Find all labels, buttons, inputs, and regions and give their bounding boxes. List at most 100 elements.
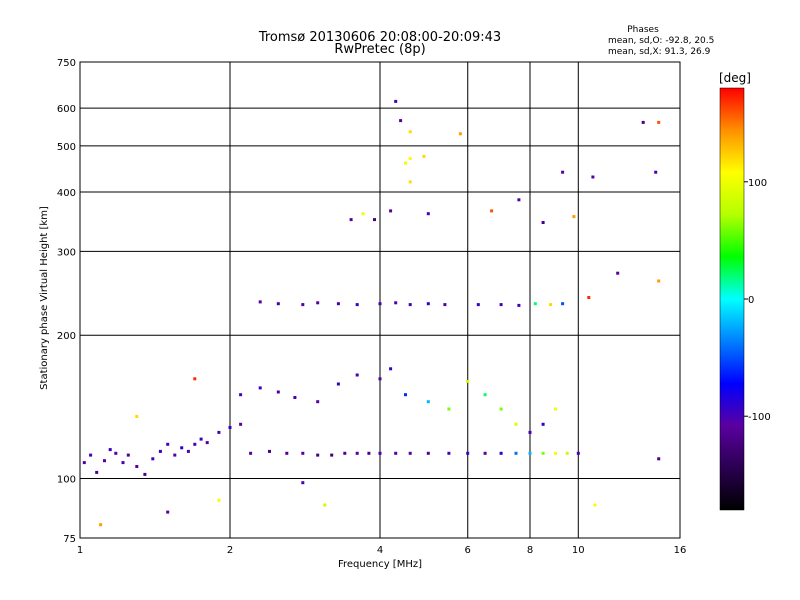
data-point: [82, 461, 86, 465]
data-point: [443, 303, 447, 307]
y-axis-ticks: 75 100 200 300 400 500 600 750: [57, 58, 76, 545]
data-point: [616, 271, 620, 275]
data-point: [408, 451, 412, 455]
data-point: [408, 303, 412, 307]
data-point: [217, 498, 221, 502]
x-tick-label: 6: [465, 545, 471, 556]
data-point: [373, 218, 376, 222]
data-point: [330, 453, 334, 457]
data-point: [301, 303, 305, 307]
data-point: [514, 451, 518, 455]
data-point: [158, 449, 162, 453]
data-point: [103, 459, 106, 463]
y-tick-label: 100: [57, 475, 76, 486]
data-point: [565, 451, 569, 455]
chart-title: Tromsø 20130606 20:08:00-20:09:43: [258, 30, 501, 45]
data-point: [394, 301, 398, 305]
data-point: [95, 470, 99, 474]
data-point: [316, 453, 320, 457]
data-point: [361, 212, 365, 216]
data-point: [389, 209, 393, 213]
data-point: [394, 451, 398, 455]
data-point: [422, 154, 426, 158]
data-point: [483, 393, 487, 397]
data-point: [239, 422, 243, 426]
data-point: [336, 382, 340, 386]
data-point: [587, 296, 591, 299]
data-point: [408, 180, 412, 184]
x-axis-label: Frequency [MHz]: [338, 559, 422, 570]
data-point: [466, 451, 470, 455]
data-point: [426, 400, 430, 404]
data-point: [404, 393, 407, 397]
data-point: [121, 461, 125, 465]
data-point: [268, 449, 271, 453]
plot-frame: [79, 61, 681, 539]
data-point: [323, 503, 327, 507]
data-point: [166, 510, 170, 514]
data-point: [205, 441, 209, 445]
data-point: [378, 302, 382, 306]
data-point: [517, 303, 521, 307]
x-axis-ticks: 1 2 4 6 8 10 16: [77, 545, 687, 556]
data-point: [549, 303, 553, 307]
data-point: [426, 302, 430, 306]
data-point: [641, 120, 645, 124]
data-point: [258, 386, 262, 390]
data-point: [336, 302, 340, 306]
x-tick-label: 2: [227, 545, 233, 556]
data-point: [301, 451, 305, 455]
data-point: [108, 448, 112, 452]
y-tick-label: 600: [57, 104, 76, 115]
colorbar-tick-label: 100: [748, 178, 767, 189]
data-point: [239, 393, 243, 397]
x-tick-label: 10: [572, 545, 585, 556]
data-point: [389, 367, 393, 371]
data-point: [654, 170, 658, 174]
data-point: [293, 396, 297, 399]
data-point: [572, 215, 576, 219]
data-point: [114, 451, 118, 455]
data-point: [591, 175, 595, 179]
data-point: [343, 451, 347, 455]
data-point: [193, 442, 197, 446]
data-point: [541, 422, 545, 426]
data-point: [528, 430, 532, 434]
data-point: [554, 407, 557, 411]
chart-subtitle: RwPretec (8p): [334, 42, 425, 57]
data-point: [99, 523, 103, 527]
stats-line-x: mean, sd,X: 91.3, 26.9: [608, 47, 711, 57]
data-points: [82, 99, 661, 527]
data-point: [355, 451, 359, 455]
data-point: [490, 209, 494, 213]
data-point: [173, 453, 177, 457]
data-point: [378, 377, 382, 381]
data-point: [499, 407, 503, 411]
data-point: [193, 377, 197, 381]
data-point: [249, 451, 253, 455]
data-point: [426, 451, 430, 455]
data-point: [186, 449, 190, 453]
x-tick-label: 16: [674, 545, 687, 556]
data-point: [576, 451, 580, 455]
data-point: [143, 472, 147, 476]
y-tick-label: 500: [57, 142, 76, 153]
data-point: [276, 390, 280, 394]
data-point: [483, 451, 487, 455]
data-point: [135, 465, 139, 468]
y-tick-label: 200: [57, 331, 76, 342]
data-point: [126, 453, 130, 457]
data-point: [199, 437, 203, 441]
colorbar-ticks: 100 0 -100: [744, 178, 771, 423]
data-point: [228, 426, 232, 429]
data-point: [301, 481, 305, 485]
data-point: [561, 170, 565, 174]
colorbar-label: [deg]: [719, 71, 751, 85]
data-point: [285, 451, 289, 455]
data-point: [517, 198, 521, 202]
data-point: [657, 457, 661, 461]
data-point: [355, 303, 359, 307]
data-point: [476, 303, 480, 307]
colorbar: [719, 87, 745, 511]
grid: [80, 62, 680, 538]
